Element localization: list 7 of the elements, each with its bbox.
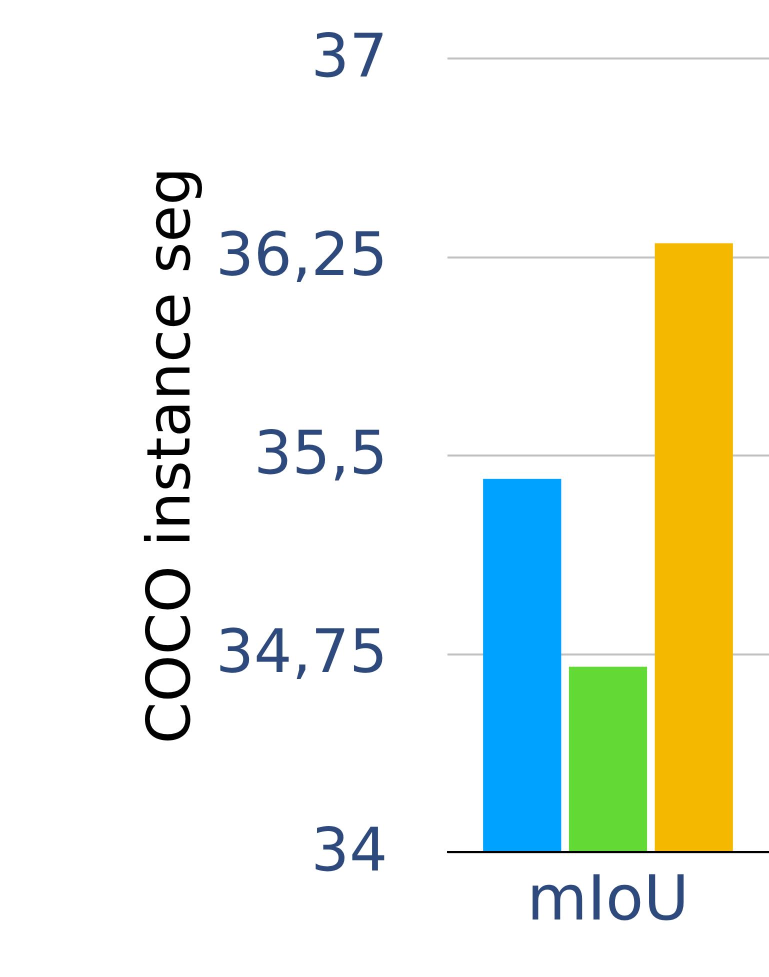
y-tick-label: 35,5 — [254, 418, 388, 488]
y-tick-label: 34 — [311, 816, 388, 886]
y-tick-label: 37 — [311, 22, 388, 92]
y-axis-title: COCO instance seg — [134, 167, 204, 744]
x-tick-label: mIoU — [527, 862, 689, 934]
y-tick-label: 34,75 — [216, 617, 388, 687]
y-tick-label: 36,25 — [216, 220, 388, 290]
